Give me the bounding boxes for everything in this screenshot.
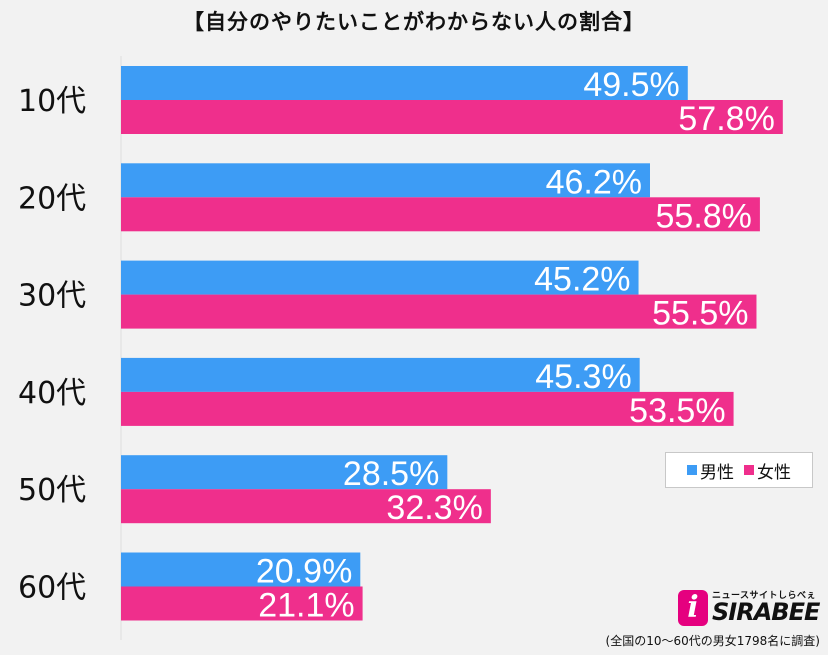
data-label: 49.5%	[583, 66, 679, 104]
bar-female	[121, 294, 757, 329]
logo-wordmark: SIRABEE	[712, 598, 820, 626]
category-label: 50代	[18, 473, 86, 508]
legend: 男性 女性	[665, 452, 813, 488]
data-label: 57.8%	[678, 100, 774, 138]
data-label: 45.3%	[535, 358, 631, 396]
bar-male	[121, 552, 361, 587]
category-label: 60代	[18, 571, 86, 606]
legend-swatch-female	[744, 465, 754, 475]
legend-item-male: 男性	[687, 458, 734, 483]
logo-tagline: ニュースサイトしらべぇ	[712, 591, 817, 601]
data-label: 20.9%	[256, 553, 352, 591]
data-label: 46.2%	[546, 163, 642, 201]
bar-female	[121, 489, 491, 524]
legend-label-female: 女性	[757, 462, 791, 483]
data-label: 21.1%	[258, 587, 354, 625]
category-label: 10代	[18, 84, 86, 119]
data-label: 32.3%	[386, 489, 482, 527]
bar-female	[121, 197, 760, 232]
bar-male	[121, 163, 650, 198]
legend-swatch-male	[687, 465, 697, 475]
data-label: 55.8%	[656, 197, 752, 235]
bar-male	[121, 357, 640, 392]
category-label: 40代	[18, 376, 86, 411]
data-label: 28.5%	[343, 455, 439, 493]
category-label: 30代	[18, 279, 86, 314]
legend-item-female: 女性	[744, 458, 791, 483]
survey-footnote: (全国の10〜60代の男女1798名に調査)	[605, 634, 820, 648]
data-label: 55.5%	[652, 295, 748, 333]
bar-female	[121, 391, 734, 426]
legend-label-male: 男性	[700, 462, 734, 483]
category-label: 20代	[18, 181, 86, 216]
sirabee-logo: i ニュースサイトしらべぇ SIRABEE	[678, 588, 820, 628]
data-label: 53.5%	[629, 392, 725, 430]
data-label: 45.2%	[534, 261, 630, 299]
bar-female	[121, 586, 363, 621]
bar-female	[121, 100, 783, 134]
bar-male	[121, 66, 688, 100]
bar-male	[121, 260, 639, 295]
chart-title: 【自分のやりたいことがわからない人の割合】	[183, 10, 645, 34]
logo-mark: i	[678, 590, 708, 626]
bar-male	[121, 455, 448, 490]
